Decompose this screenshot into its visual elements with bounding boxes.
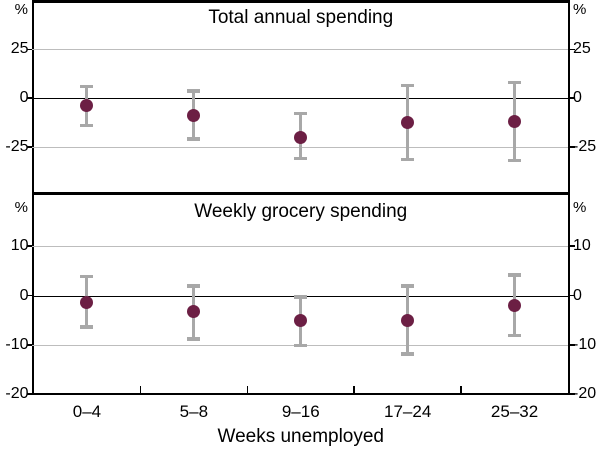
error-bar-cap-top [294,295,308,299]
error-bar-cap-top [80,84,94,89]
unit-label-top-right: % [573,1,587,18]
y-axis-tick-left [27,294,32,297]
error-bar-cap-top [80,274,94,279]
error-bar-cap-bottom [187,137,201,141]
error-bar-cap-top [508,273,522,277]
plot-top-border [32,0,570,3]
data-point [80,295,94,309]
error-bar-cap-bottom [508,333,522,338]
error-bar-cap-top [187,284,201,288]
data-point [294,314,308,328]
y-tick-label-left: 10 [10,237,29,255]
y-axis-tick-right [569,146,575,148]
error-bar-cap-top [294,111,308,116]
data-point [187,109,201,123]
y-axis-tick-left [27,245,32,247]
y-axis-left-line [32,0,34,395]
x-tick-label: 5–8 [179,402,209,421]
unit-label-mid-left: % [14,199,28,216]
data-point [80,99,94,113]
data-point [508,114,522,128]
y-tick-label-right: 0 [573,89,582,106]
error-bar-cap-top [401,284,415,288]
error-bar-cap-bottom [401,352,415,356]
y-tick-label-left: -20 [5,385,29,403]
y-axis-tick-right [569,48,575,50]
y-tick-label-right: -25 [573,137,597,155]
unit-label-mid-right: % [573,199,587,216]
y-tick-label-left: 0 [19,89,29,106]
data-point [401,115,415,129]
y-axis-tick-right [569,344,575,346]
gridline [32,246,568,248]
x-axis-line [32,393,570,395]
y-axis-tick-left [27,97,32,99]
data-point [294,130,308,144]
y-axis-right-line [568,0,570,395]
x-tick-label: 25–32 [490,402,539,421]
x-tick-label: 17–24 [384,402,432,421]
unit-label-top-left: % [14,1,28,18]
y-axis-tick-left [27,48,32,50]
y-tick-label-left: 0 [19,286,29,304]
x-axis-tick [246,385,249,394]
panel-title-total-annual-spending: Total annual spending [208,7,394,28]
error-bar-cap-bottom [187,337,201,341]
x-axis-title: Weeks unemployed [217,426,385,447]
error-bar-cap-bottom [80,325,94,329]
error-bar-cap-top [187,89,201,93]
y-axis-tick-right [569,294,575,297]
y-axis-tick-right [569,393,575,395]
y-tick-label-right: -20 [573,385,597,403]
y-axis-tick-right [569,97,575,99]
panel-title-weekly-grocery-spending: Weekly grocery spending [194,201,408,222]
x-axis-tick [139,385,142,394]
x-tick-label: 0–4 [72,402,102,421]
zero-line [32,98,568,99]
gridline [32,49,568,51]
data-point [508,298,522,312]
error-bar-cap-bottom [80,123,94,128]
y-tick-label-right: 10 [573,237,591,255]
x-axis-tick [353,385,355,394]
error-bar-cap-bottom [294,343,308,348]
y-tick-label-right: -10 [573,335,597,353]
y-tick-label-right: 25 [573,40,591,58]
data-point [187,305,201,319]
x-tick-label: 9–16 [281,402,320,421]
y-tick-label-right: 0 [573,286,582,304]
y-tick-label-left: 25 [10,40,29,58]
y-tick-label-left: -25 [5,137,29,155]
x-axis-tick [460,385,462,394]
y-tick-label-left: -10 [5,335,29,353]
error-bar-cap-top [508,80,522,85]
y-axis-tick-left [27,393,32,395]
error-bar-cap-bottom [401,157,415,162]
y-axis-tick-right [569,245,575,247]
data-point [401,313,415,327]
y-axis-tick-left [27,344,32,346]
error-bar-cap-top [401,83,415,88]
y-axis-tick-left [27,146,32,148]
error-bar-cap-bottom [294,156,308,161]
panel-divider-line [32,191,570,195]
error-bar-cap-bottom [508,158,522,163]
